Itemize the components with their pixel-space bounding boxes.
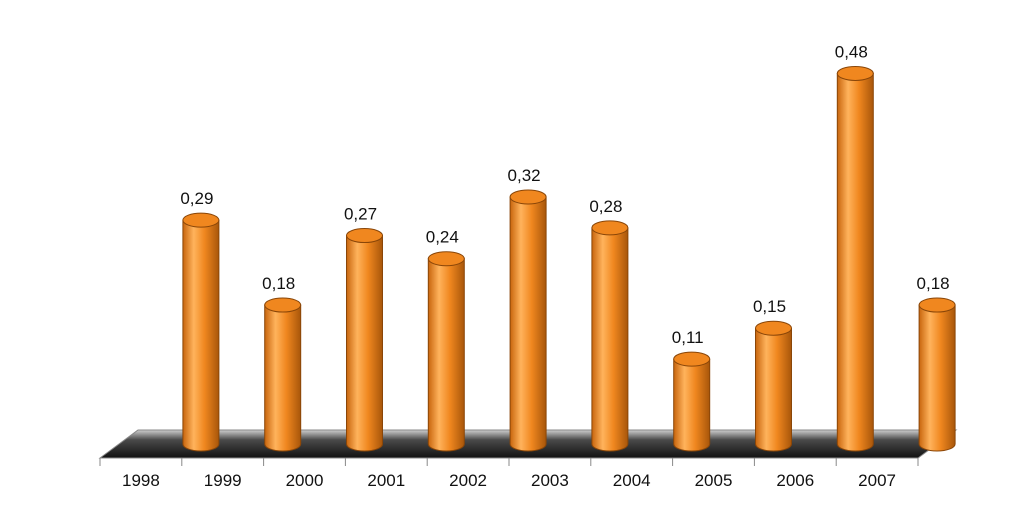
bar-2006: [836, 65, 874, 452]
bar-1998: [182, 212, 220, 452]
bar-body: [918, 304, 956, 452]
bar-top: [182, 212, 220, 228]
data-label: 0,32: [508, 166, 541, 185]
bar-body: [673, 358, 711, 452]
bar-2003: [591, 220, 629, 452]
bar-top: [755, 320, 792, 336]
bar-top: [673, 351, 711, 367]
bar-top: [427, 251, 465, 267]
bar-top: [346, 228, 383, 244]
x-tick-label: 2007: [858, 471, 896, 490]
bar-body: [346, 235, 383, 452]
x-tick-label: 1998: [122, 471, 160, 490]
data-label: 0,24: [426, 228, 459, 247]
x-tick-label: 2001: [367, 471, 405, 490]
bar-top: [509, 189, 547, 205]
bar-1999: [264, 297, 302, 452]
x-tick-label: 1999: [204, 471, 242, 490]
bar-2002: [509, 189, 547, 452]
bar-body: [836, 72, 874, 452]
bar-2004: [673, 351, 711, 452]
bar-body: [509, 196, 547, 452]
data-label: 0,28: [589, 197, 622, 216]
x-tick-label: 2003: [531, 471, 569, 490]
x-tick-label: 2000: [286, 471, 324, 490]
data-label: 0,18: [917, 274, 950, 293]
bar-body: [427, 258, 465, 452]
bar-2005: [755, 320, 792, 452]
bar-body: [264, 304, 302, 452]
data-label: 0,29: [180, 189, 213, 208]
bar-2007: [918, 297, 956, 452]
bar-body: [182, 219, 220, 452]
data-label: 0,48: [835, 42, 868, 61]
x-tick-label: 2002: [449, 471, 487, 490]
x-tick-label: 2005: [695, 471, 733, 490]
data-label: 0,11: [672, 328, 704, 347]
bar-top: [918, 297, 956, 313]
data-label: 0,15: [753, 297, 786, 316]
x-tick-label: 2004: [613, 471, 651, 490]
bar-body: [591, 227, 629, 452]
bar-2000: [346, 228, 383, 452]
data-label: 0,27: [344, 205, 377, 224]
bar-top: [264, 297, 302, 313]
x-tick-label: 2006: [776, 471, 814, 490]
bar-body: [755, 327, 792, 452]
data-label: 0,18: [262, 274, 295, 293]
bar-top: [836, 65, 874, 81]
bar-top: [591, 220, 629, 236]
bar-2001: [427, 251, 465, 452]
